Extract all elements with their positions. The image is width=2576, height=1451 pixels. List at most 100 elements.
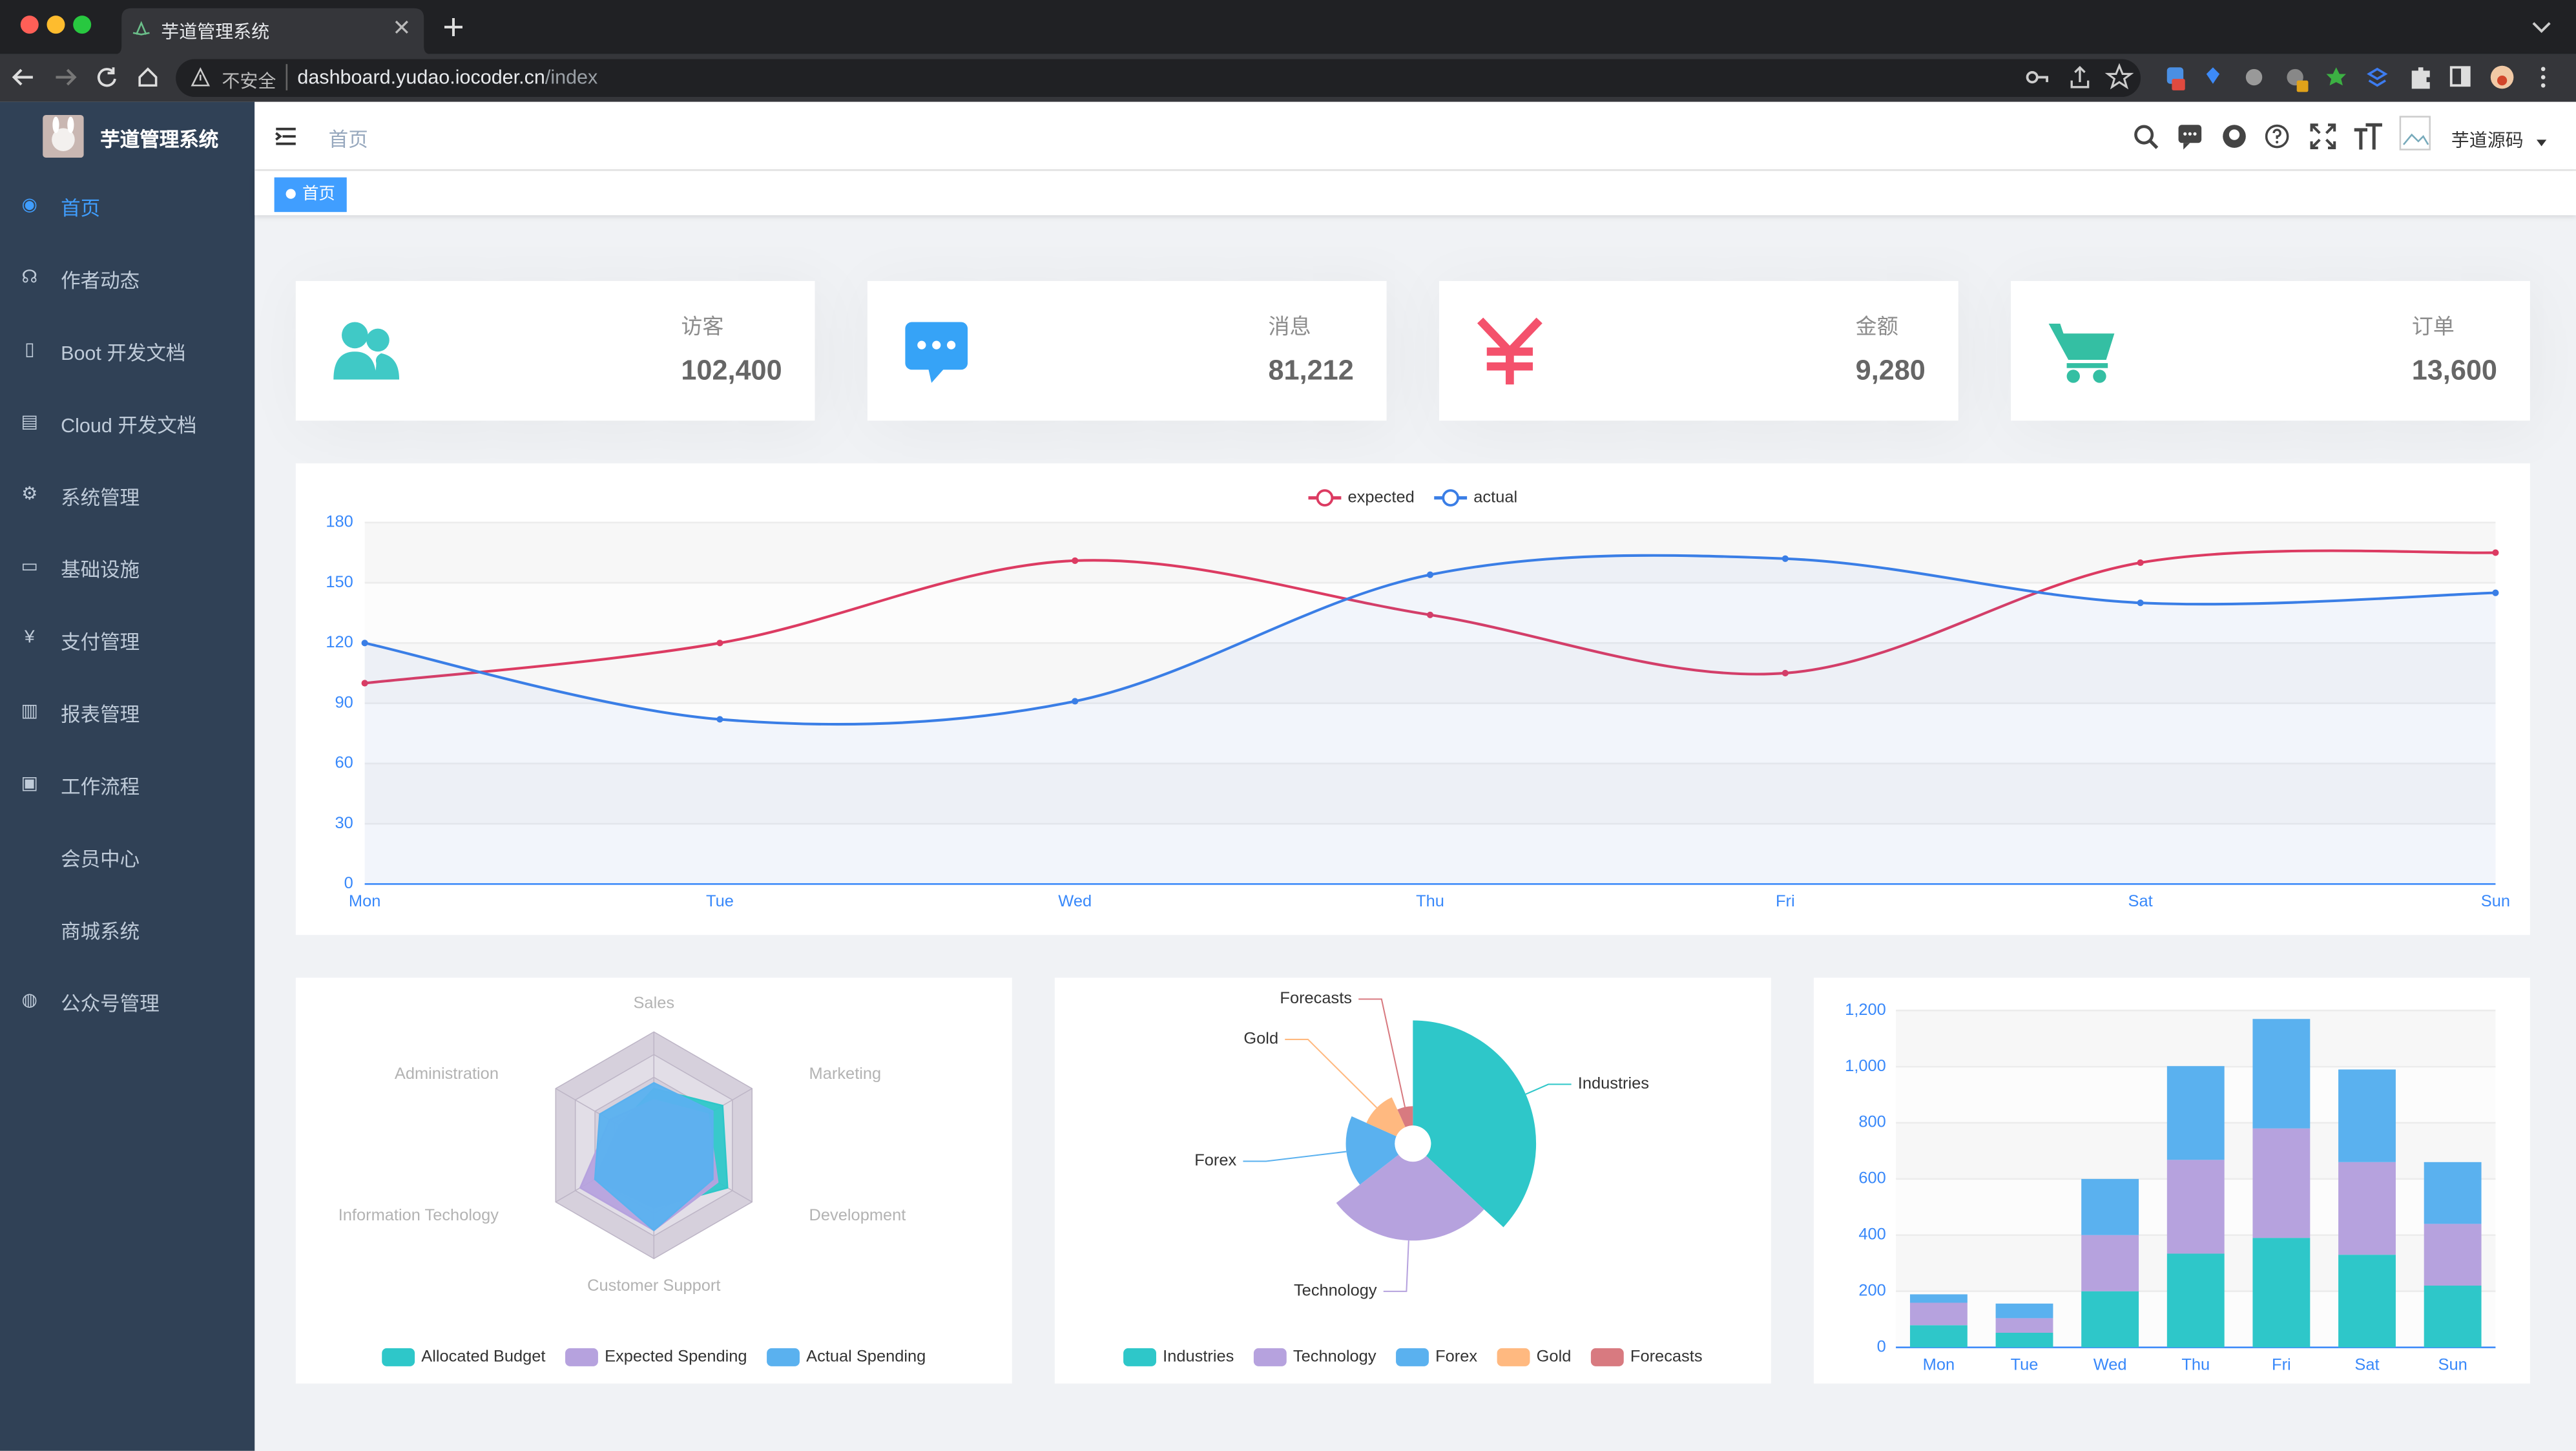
line-point[interactable] [361,640,368,647]
line-point[interactable] [1072,557,1079,564]
pie-sector[interactable] [1366,1097,1406,1136]
fullscreen-icon[interactable] [2310,123,2336,149]
bar-segment[interactable] [2252,1128,2311,1238]
home[interactable] [138,67,158,87]
active-tab[interactable] [115,8,431,54]
line-point[interactable] [2137,559,2144,567]
line-point[interactable] [1426,571,1434,578]
pie-sector[interactable] [1397,1106,1413,1127]
reload[interactable] [97,67,116,87]
line-point[interactable] [2137,600,2144,607]
stat-card[interactable]: 消息 81,212 [867,280,1387,421]
legend-label[interactable]: Gold [1537,1348,1572,1366]
bar-segment[interactable] [2338,1255,2396,1348]
bar-segment[interactable] [2252,1019,2311,1129]
line-point[interactable] [1426,611,1434,618]
menu-item[interactable]: ☊ 作者动态 [0,243,254,315]
legend-label[interactable]: Forecasts [1630,1348,1703,1366]
line-point[interactable] [1072,698,1079,705]
stat-card[interactable]: 金额 9,280 [1439,280,1958,421]
menu-item[interactable]: 会员中心 [0,822,254,894]
username[interactable]: 芋道源码 [2451,131,2524,151]
bar-segment[interactable] [2081,1291,2139,1348]
new-tab[interactable] [444,17,462,36]
y-tick-label: 400 [1858,1226,1885,1244]
avatar[interactable] [2398,115,2431,151]
url-field[interactable] [176,59,2141,98]
bar-segment[interactable] [2166,1160,2225,1254]
bar-segment[interactable] [2424,1285,2482,1348]
pie-label: Industries [1578,1074,1649,1092]
menu-item[interactable]: ▯ Boot 开发文档 [0,315,254,388]
legend-label[interactable]: Technology [1293,1348,1376,1366]
max-dot[interactable] [73,16,92,34]
bar-segment[interactable] [2081,1235,2139,1291]
line-point[interactable] [1781,669,1789,677]
nav-buttons [12,67,158,87]
bar-segment[interactable] [2338,1162,2396,1255]
bar-segment[interactable] [1995,1303,2053,1319]
legend-label[interactable]: Expected Spending [605,1348,747,1366]
menu-item[interactable]: ▥ 报表管理 [0,677,254,749]
tab-menu[interactable] [2530,16,2553,39]
legend-label[interactable]: Allocated Budget [421,1348,545,1366]
size-icon[interactable] [2354,123,2382,150]
pie-label: Forecasts [1280,989,1352,1007]
bar-segment[interactable] [1909,1302,1968,1326]
bar-segment[interactable] [1995,1318,2053,1333]
bar-segment[interactable] [2166,1253,2225,1348]
menu-item[interactable]: 商城系统 [0,894,254,966]
line-point[interactable] [361,680,368,687]
legend-swatch [565,1348,598,1366]
menu-item[interactable]: ▭ 基础设施 [0,532,254,605]
line-point[interactable] [1781,555,1789,562]
menu-item[interactable]: ◍ 公众号管理 [0,966,254,1039]
bar-segment[interactable] [1995,1332,2053,1348]
line-point[interactable] [716,716,723,723]
bar-segment[interactable] [2424,1162,2482,1224]
bar-segment[interactable] [2424,1224,2482,1286]
bar-segment[interactable] [2166,1066,2225,1160]
close-dot[interactable] [20,16,39,34]
menu-label: Cloud 开发文档 [61,413,197,437]
back[interactable] [12,68,33,86]
help-icon[interactable] [2265,124,2289,149]
menu-icon: ▤ [21,412,39,432]
radar-series[interactable] [594,1081,714,1232]
legend-label[interactable]: expected [1348,488,1415,506]
user-caret[interactable] [2535,138,2548,148]
bar-segment[interactable] [2081,1178,2139,1235]
bar-segment[interactable] [1909,1325,1968,1348]
search-icon[interactable] [2134,125,2159,149]
message-icon[interactable] [2178,125,2202,150]
stat-card[interactable]: 订单 13,600 [2011,280,2530,421]
line-point[interactable] [2492,549,2499,556]
bar-segment[interactable] [2338,1069,2396,1162]
split-area [364,643,2496,704]
pie-sector[interactable] [1336,1154,1484,1241]
legend-label[interactable]: actual [1473,488,1517,506]
tag-active[interactable]: 首页 [274,177,347,213]
bar-segment[interactable] [1909,1294,1968,1303]
warning-icon [191,67,211,87]
min-dot[interactable] [47,16,65,34]
pie-sector[interactable] [1345,1116,1399,1185]
bar-segment[interactable] [2252,1238,2311,1348]
menu-item[interactable]: ▤ Cloud 开发文档 [0,388,254,460]
stat-card[interactable]: 访客 102,400 [295,280,815,421]
breadcrumb[interactable]: 首页 [328,128,368,151]
legend-label[interactable]: Forex [1435,1348,1477,1366]
line-point[interactable] [2492,589,2499,596]
legend-label[interactable]: Industries [1163,1348,1234,1366]
menu-item[interactable]: ▣ 工作流程 [0,749,254,822]
line-point[interactable] [716,640,723,647]
github-icon[interactable] [2223,125,2246,148]
pie-sector[interactable] [1413,1020,1537,1227]
hamburger[interactable] [275,127,301,147]
menu-item[interactable]: ¥ 支付管理 [0,605,254,677]
menu-item[interactable]: ⚙ 系统管理 [0,460,254,532]
forward[interactable] [56,68,77,86]
tab-close[interactable] [395,20,408,34]
menu-item[interactable]: ◉ 首页 [0,171,254,244]
legend-label[interactable]: Actual Spending [806,1348,926,1366]
